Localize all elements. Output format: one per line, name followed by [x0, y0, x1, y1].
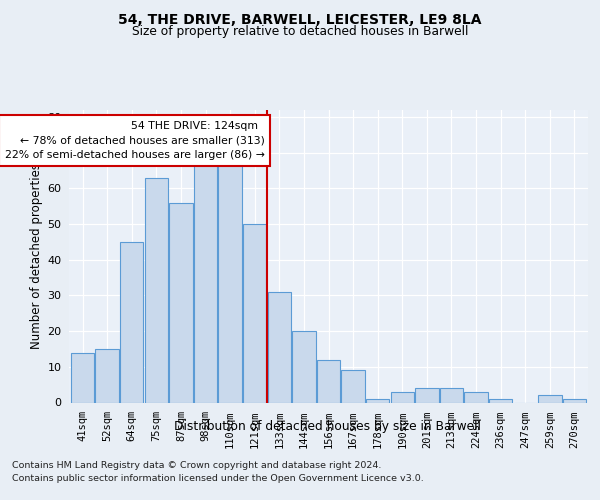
Text: Contains public sector information licensed under the Open Government Licence v3: Contains public sector information licen…	[12, 474, 424, 483]
Bar	[489, 399, 512, 402]
Bar	[292, 331, 316, 402]
Bar	[243, 224, 266, 402]
Y-axis label: Number of detached properties: Number of detached properties	[30, 163, 43, 349]
Bar	[218, 164, 242, 402]
Bar	[391, 392, 414, 402]
Text: 54 THE DRIVE: 124sqm  
← 78% of detached houses are smaller (313)
22% of semi-de: 54 THE DRIVE: 124sqm ← 78% of detached h…	[5, 120, 265, 160]
Bar	[563, 399, 586, 402]
Bar	[366, 399, 389, 402]
Text: Size of property relative to detached houses in Barwell: Size of property relative to detached ho…	[132, 25, 468, 38]
Bar	[268, 292, 291, 403]
Text: Contains HM Land Registry data © Crown copyright and database right 2024.: Contains HM Land Registry data © Crown c…	[12, 461, 382, 470]
Text: 54, THE DRIVE, BARWELL, LEICESTER, LE9 8LA: 54, THE DRIVE, BARWELL, LEICESTER, LE9 8…	[118, 12, 482, 26]
Bar	[71, 352, 94, 403]
Text: Distribution of detached houses by size in Barwell: Distribution of detached houses by size …	[173, 420, 481, 433]
Bar	[464, 392, 488, 402]
Bar	[95, 349, 119, 403]
Bar	[145, 178, 168, 402]
Bar	[169, 202, 193, 402]
Bar	[317, 360, 340, 403]
Bar	[440, 388, 463, 402]
Bar	[341, 370, 365, 402]
Bar	[538, 396, 562, 402]
Bar	[194, 164, 217, 402]
Bar	[415, 388, 439, 402]
Bar	[120, 242, 143, 402]
